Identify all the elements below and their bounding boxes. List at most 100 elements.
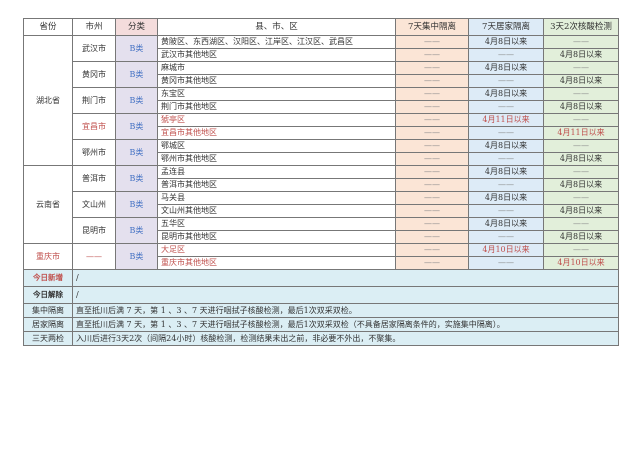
central-quarantine-cell: —— [395, 256, 469, 270]
nucleic-test-cell: —— [543, 165, 619, 179]
home-quarantine-cell: —— [468, 126, 544, 140]
table-body: 湖北省 武汉市 B类 黄陂区、东西湖区、汉阳区、江岸区、江汉区、武昌区 —— 4月8日以来… [23, 35, 619, 270]
table-row: 荆门市其他地区 —— —— 4月8日以来 [24, 100, 619, 114]
class-cell: B类 [115, 61, 158, 88]
home-quarantine-cell: —— [468, 230, 544, 244]
district-cell: 马关县 [157, 191, 396, 205]
home-quarantine-cell: —— [468, 48, 544, 62]
nucleic-test-cell: —— [543, 217, 619, 231]
nucleic-test-cell: —— [543, 243, 619, 257]
table-row: 重庆市 —— B类 大足区 —— 4月10日以来 —— [23, 243, 619, 270]
district-cell: 黄冈市其他地区 [157, 74, 396, 88]
home-quarantine-cell: —— [468, 204, 544, 218]
footer-label: 集中隔离 [23, 303, 73, 318]
nucleic-test-cell: 4月8日以来 [543, 48, 619, 62]
district-cell: 文山州其他地区 [157, 204, 396, 218]
city-cell: 武汉市 [72, 35, 116, 62]
central-quarantine-cell: —— [395, 74, 469, 88]
district-cell: 重庆市其他地区 [157, 256, 396, 270]
class-cell: B类 [115, 87, 158, 114]
central-quarantine-cell: —— [395, 48, 469, 62]
central-quarantine-cell: —— [395, 87, 469, 101]
header-class: 分类 [115, 18, 158, 36]
home-quarantine-cell: 4月8日以来 [468, 191, 544, 205]
table-row: 云南省 普洱市 B类 孟连县 —— 4月8日以来 —— [23, 165, 619, 244]
footer-label: 今日新增 [23, 269, 73, 287]
table-row: 鄂州市 B类 鄂城区 —— 4月8日以来 —— [24, 139, 619, 166]
city-cell: 宜昌市 [72, 113, 116, 140]
city-cell: 普洱市 [72, 165, 116, 192]
header-home-quarantine: 7天居家隔离 [468, 18, 544, 36]
header-province: 省份 [23, 18, 73, 36]
home-quarantine-cell: 4月8日以来 [468, 35, 544, 49]
home-quarantine-cell: 4月8日以来 [468, 61, 544, 75]
home-quarantine-cell: —— [468, 152, 544, 166]
table-footer: 今日新增 / 今日解除 / 集中隔离 直至抵川后满 7 天，第 1 、3 、7 天进行咽拭… [23, 269, 619, 346]
district-cell: 荆门市其他地区 [157, 100, 396, 114]
home-quarantine-cell: —— [468, 74, 544, 88]
table-row: 武汉市其他地区 —— —— 4月8日以来 [24, 48, 619, 62]
district-cell: 大足区 [157, 243, 396, 257]
central-quarantine-cell: —— [395, 191, 469, 205]
table-row: 荆门市 B类 东宝区 —— 4月8日以来 —— [24, 87, 619, 114]
header-district: 县、市、区 [157, 18, 396, 36]
class-cell: B类 [115, 191, 158, 218]
nucleic-test-cell: —— [543, 61, 619, 75]
nucleic-test-cell: 4月11日以来 [543, 126, 619, 140]
central-quarantine-cell: —— [395, 113, 469, 127]
province-cell: 云南省 [23, 165, 73, 244]
central-quarantine-cell: —— [395, 61, 469, 75]
table-row: 文山州 B类 马关县 —— 4月8日以来 —— [24, 191, 619, 218]
footer-label: 今日解除 [23, 286, 73, 304]
footer-label: 居家隔离 [23, 317, 73, 332]
central-quarantine-cell: —— [395, 217, 469, 231]
nucleic-test-cell: —— [543, 139, 619, 153]
province-cell: 重庆市 [23, 243, 73, 270]
nucleic-test-cell: 4月8日以来 [543, 230, 619, 244]
footer-label: 三天两检 [23, 331, 73, 346]
header-city: 市州 [72, 18, 116, 36]
table-row: 黄冈市 B类 麻城市 —— 4月8日以来 —— [24, 61, 619, 88]
footer-row: 集中隔离 直至抵川后满 7 天，第 1 、3 、7 天进行咽拭子核酸检测，最后1次… [23, 303, 619, 318]
district-cell: 宜昌市其他地区 [157, 126, 396, 140]
central-quarantine-cell: —— [395, 152, 469, 166]
city-cell: 鄂州市 [72, 139, 116, 166]
nucleic-test-cell: 4月8日以来 [543, 204, 619, 218]
district-cell: 猇亭区 [157, 113, 396, 127]
table-row: 昆明市 B类 五华区 —— 4月8日以来 —— [24, 217, 619, 244]
nucleic-test-cell: 4月10日以来 [543, 256, 619, 270]
district-cell: 武汉市其他地区 [157, 48, 396, 62]
nucleic-test-cell: 4月8日以来 [543, 74, 619, 88]
footer-row: 居家隔离 直至抵川后满 7 天，第 1 、3 、7 天进行咽拭子核酸检测，最后1次… [23, 317, 619, 332]
district-cell: 鄂州市其他地区 [157, 152, 396, 166]
table-row: 重庆市其他地区 —— —— 4月10日以来 [24, 256, 619, 270]
header-row: 省份 市州 分类 县、市、区 7天集中隔离 7天居家隔离 3天2次核酸检测 [23, 18, 619, 36]
province-cell: 湖北省 [23, 35, 73, 166]
district-cell: 昆明市其他地区 [157, 230, 396, 244]
district-cell: 普洱市其他地区 [157, 178, 396, 192]
epidemic-control-table: 省份 市州 分类 县、市、区 7天集中隔离 7天居家隔离 3天2次核酸检测 湖北… [23, 18, 619, 346]
central-quarantine-cell: —— [395, 100, 469, 114]
district-cell: 五华区 [157, 217, 396, 231]
home-quarantine-cell: —— [468, 178, 544, 192]
central-quarantine-cell: —— [395, 126, 469, 140]
central-quarantine-cell: —— [395, 165, 469, 179]
central-quarantine-cell: —— [395, 35, 469, 49]
class-cell: B类 [115, 139, 158, 166]
district-cell: 东宝区 [157, 87, 396, 101]
district-cell: 鄂城区 [157, 139, 396, 153]
header-nucleic-test: 3天2次核酸检测 [543, 18, 619, 36]
home-quarantine-cell: 4月8日以来 [468, 165, 544, 179]
table-row: 宜昌市 B类 猇亭区 —— 4月11日以来 —— [24, 113, 619, 140]
class-cell: B类 [115, 243, 158, 270]
nucleic-test-cell: —— [543, 87, 619, 101]
footer-text: 直至抵川后满 7 天，第 1 、3 、7 天进行咽拭子核酸检测，最后1次双采双检… [72, 303, 619, 318]
city-cell: —— [72, 243, 116, 270]
table-row: 文山州其他地区 —— —— 4月8日以来 [24, 204, 619, 218]
nucleic-test-cell: 4月8日以来 [543, 152, 619, 166]
central-quarantine-cell: —— [395, 178, 469, 192]
footer-row: 今日新增 / [23, 269, 619, 287]
footer-text: 入川后进行3天2次（间隔24小时）核酸检测，检测结果未出之前，非必要不外出，不聚… [72, 331, 619, 346]
table-row: 宜昌市其他地区 —— —— 4月11日以来 [24, 126, 619, 140]
class-cell: B类 [115, 113, 158, 140]
